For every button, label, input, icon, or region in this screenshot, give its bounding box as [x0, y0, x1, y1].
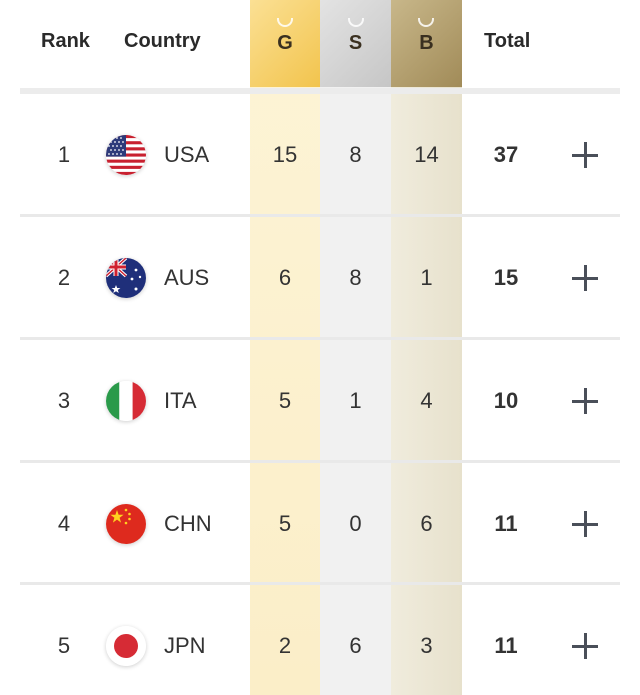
table-row[interactable]: 5 JPN 2 6 3 11 — [0, 585, 640, 695]
row-rank: 2 — [57, 265, 71, 290]
silver-count: 8 — [349, 142, 362, 167]
row-divider — [20, 214, 620, 217]
silver-count: 1 — [349, 388, 362, 413]
table-row[interactable]: 2 — [0, 217, 640, 339]
header-gold[interactable]: G — [250, 0, 320, 87]
expand-plus-icon[interactable] — [572, 388, 598, 414]
bronze-count: 4 — [420, 388, 433, 413]
total-count: 11 — [494, 633, 518, 658]
header-silver[interactable]: S — [320, 0, 391, 87]
expand-plus-icon[interactable] — [572, 142, 598, 168]
row-rank: 5 — [57, 633, 71, 658]
expand-plus-icon[interactable] — [572, 511, 598, 537]
gold-count: 15 — [272, 142, 298, 167]
chn-flag-icon — [106, 504, 146, 544]
header-total: Total — [484, 30, 531, 52]
header-rank: Rank — [41, 30, 90, 52]
bronze-label: B — [419, 32, 434, 54]
country-code: ITA — [164, 388, 197, 413]
gold-count: 5 — [278, 511, 292, 536]
bronze-count: 14 — [414, 142, 439, 167]
expand-plus-icon[interactable] — [572, 633, 598, 659]
total-count: 15 — [493, 265, 519, 290]
gold-count: 6 — [278, 265, 292, 290]
bronze-medal-icon: B — [418, 18, 435, 55]
country-code: CHN — [164, 511, 212, 536]
country-code: AUS — [164, 265, 210, 290]
table-row[interactable]: 1 — [0, 94, 640, 216]
bronze-count: 3 — [420, 633, 433, 658]
row-divider — [20, 337, 620, 340]
row-rank: 1 — [57, 142, 71, 167]
aus-flag-icon — [106, 258, 146, 298]
bronze-count: 6 — [420, 511, 433, 536]
silver-count: 0 — [349, 511, 362, 536]
silver-label: S — [348, 32, 363, 54]
row-rank: 3 — [57, 388, 71, 413]
total-count: 37 — [493, 142, 519, 167]
table-row[interactable]: 3 ITA 5 1 4 10 — [0, 340, 640, 462]
silver-medal-icon: S — [347, 18, 364, 55]
expand-plus-icon[interactable] — [572, 265, 598, 291]
gold-count: 2 — [278, 633, 292, 658]
usa-flag-icon — [106, 135, 146, 175]
header-divider — [20, 88, 620, 94]
ita-flag-icon — [106, 381, 146, 421]
country-code: JPN — [164, 633, 206, 658]
header-country: Country — [124, 30, 201, 52]
row-rank: 4 — [57, 511, 71, 536]
silver-count: 6 — [349, 633, 362, 658]
bronze-column — [391, 0, 462, 695]
jpn-flag-icon — [106, 626, 146, 666]
gold-column — [250, 0, 320, 695]
total-count: 11 — [494, 511, 518, 536]
silver-count: 8 — [349, 265, 362, 290]
gold-count: 5 — [278, 388, 292, 413]
gold-label: G — [277, 32, 293, 54]
row-divider — [20, 582, 620, 585]
table-row[interactable]: 4 CHN 5 0 6 11 — [0, 463, 640, 585]
total-count: 10 — [493, 388, 519, 413]
bronze-count: 1 — [420, 265, 433, 290]
silver-column — [320, 0, 391, 695]
country-code: USA — [164, 142, 210, 167]
gold-medal-icon: G — [277, 18, 293, 55]
row-divider — [20, 460, 620, 463]
header-bronze[interactable]: B — [391, 0, 462, 87]
